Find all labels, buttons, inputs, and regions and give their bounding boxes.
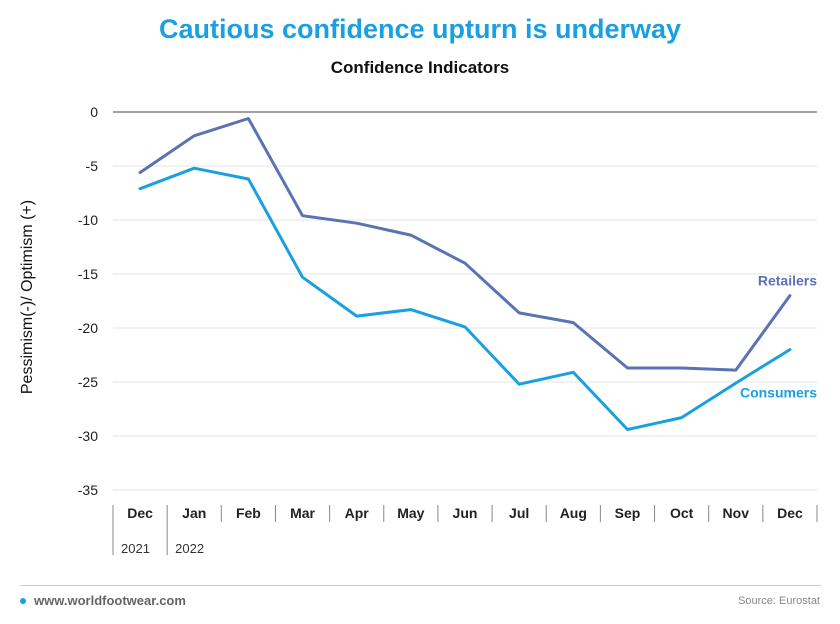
line-chart: 0 -5 -10 -15 -20 -25 -30 -35 Dec Jan Feb Mar Apr May J… (78, 104, 818, 556)
x-tick-label: Oct (670, 505, 694, 521)
footer-bullet-icon (20, 598, 26, 604)
year-label: 2021 (121, 541, 150, 556)
x-tick-label: Jun (453, 505, 478, 521)
x-tick-label: Feb (236, 505, 261, 521)
x-tick-label: Jan (182, 505, 206, 521)
x-tick-label: Aug (560, 505, 587, 521)
series-label-retailers: Retailers (758, 273, 817, 289)
x-tick-label: Sep (615, 505, 641, 521)
year-label: 2022 (175, 541, 204, 556)
footer-divider (20, 585, 821, 586)
footer-source: Source: Eurostat (738, 595, 820, 607)
y-tick-label: -25 (78, 374, 98, 390)
x-tick-label: Mar (290, 505, 315, 521)
x-tick-label: Apr (345, 505, 370, 521)
y-tick-label: -15 (78, 266, 98, 282)
chart-subtitle: Confidence Indicators (330, 58, 510, 77)
y-tick-label: -5 (86, 158, 99, 174)
y-tick-label: -35 (78, 482, 98, 498)
x-tick-label: May (397, 505, 424, 521)
y-tick-label: 0 (90, 104, 98, 120)
footer-website: www.worldfootwear.com (34, 593, 186, 608)
x-tick-label: Dec (777, 505, 803, 521)
series-line-retailers (138, 117, 792, 372)
y-tick-label: -20 (78, 320, 98, 336)
series-label-consumers: Consumers (740, 385, 817, 401)
series-line-consumers (138, 166, 792, 431)
chart-title: Cautious confidence upturn is underway (158, 14, 682, 44)
y-tick-label: -30 (78, 428, 98, 444)
y-tick-label: -10 (78, 212, 98, 228)
x-tick-label: Jul (509, 505, 529, 521)
x-tick-label: Nov (723, 505, 750, 521)
x-tick-label: Dec (127, 505, 153, 521)
